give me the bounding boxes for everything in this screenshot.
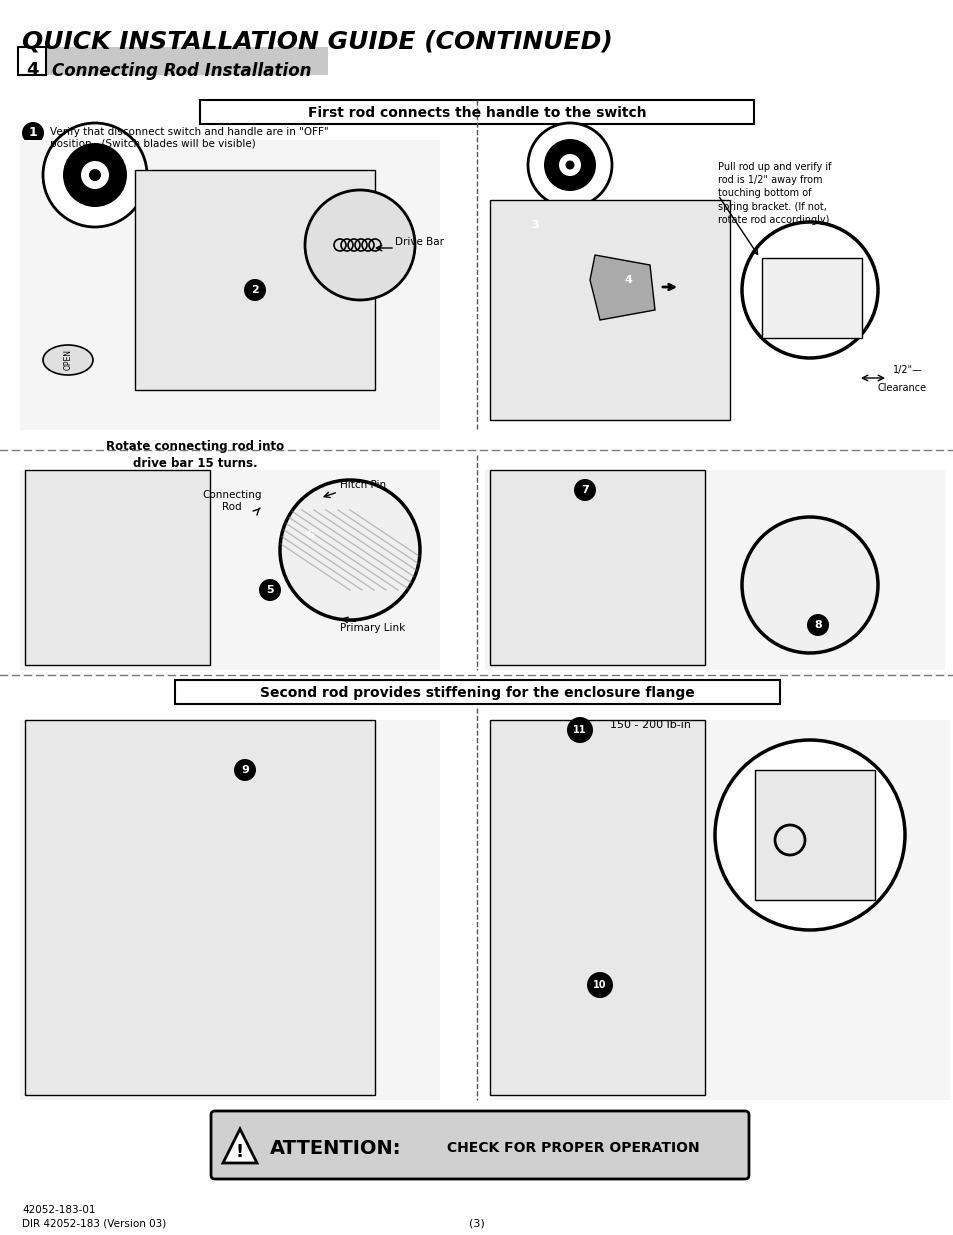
Circle shape xyxy=(714,740,904,930)
Bar xyxy=(18,47,46,75)
Text: !: ! xyxy=(235,1144,244,1161)
Circle shape xyxy=(22,122,44,144)
Text: 1/2"—: 1/2"— xyxy=(892,366,922,375)
Bar xyxy=(20,720,439,1100)
Circle shape xyxy=(586,972,613,998)
Circle shape xyxy=(741,222,877,358)
Text: (3): (3) xyxy=(469,1218,484,1228)
Circle shape xyxy=(565,161,574,169)
Text: 9: 9 xyxy=(241,764,249,776)
Ellipse shape xyxy=(43,345,92,375)
Bar xyxy=(490,200,729,420)
Circle shape xyxy=(258,579,281,601)
Text: 4: 4 xyxy=(623,275,631,285)
Text: 3: 3 xyxy=(531,220,538,230)
Bar xyxy=(490,720,949,1100)
Circle shape xyxy=(298,524,320,546)
Text: Connecting
Rod: Connecting Rod xyxy=(202,490,261,513)
Bar xyxy=(135,170,375,390)
Bar xyxy=(761,258,862,338)
Bar xyxy=(490,720,704,1095)
Bar xyxy=(20,140,439,430)
Text: Drive Bar: Drive Bar xyxy=(395,237,443,247)
Circle shape xyxy=(566,718,593,743)
Circle shape xyxy=(574,479,596,501)
Bar xyxy=(754,769,874,900)
Circle shape xyxy=(558,154,580,177)
Bar xyxy=(25,720,375,1095)
Bar xyxy=(174,680,780,704)
Circle shape xyxy=(63,143,127,207)
Polygon shape xyxy=(223,1129,256,1163)
Polygon shape xyxy=(589,254,655,320)
Text: Second rod provides stiffening for the enclosure flange: Second rod provides stiffening for the e… xyxy=(260,685,694,700)
Text: OPEN: OPEN xyxy=(64,350,72,370)
Text: Connecting Rod Installation: Connecting Rod Installation xyxy=(52,62,312,80)
Text: Primary Link: Primary Link xyxy=(339,622,405,634)
Circle shape xyxy=(305,190,415,300)
Text: ATTENTION:: ATTENTION: xyxy=(270,1139,401,1157)
Text: Hitch Pin: Hitch Pin xyxy=(339,480,386,490)
Bar xyxy=(20,471,439,671)
Bar xyxy=(490,471,704,664)
Text: 2: 2 xyxy=(251,285,258,295)
Text: 1: 1 xyxy=(29,126,37,140)
Circle shape xyxy=(523,214,545,236)
Circle shape xyxy=(617,269,639,291)
Circle shape xyxy=(806,614,828,636)
Text: 8: 8 xyxy=(813,620,821,630)
Text: Pull rod up and verify if
rod is 1/2" away from
touching bottom of
spring bracke: Pull rod up and verify if rod is 1/2" aw… xyxy=(718,162,831,225)
Text: 11: 11 xyxy=(573,725,586,735)
Circle shape xyxy=(81,161,109,189)
Text: 4: 4 xyxy=(26,61,38,79)
Text: 6: 6 xyxy=(306,530,314,540)
Circle shape xyxy=(244,279,266,301)
Text: Rotate connecting rod into
drive bar 15 turns.: Rotate connecting rod into drive bar 15 … xyxy=(106,440,284,471)
Bar xyxy=(25,471,210,664)
Circle shape xyxy=(741,517,877,653)
Text: First rod connects the handle to the switch: First rod connects the handle to the swi… xyxy=(308,106,645,120)
Text: Verify that disconnect switch and handle are in "OFF"
position.  (Switch blades : Verify that disconnect switch and handle… xyxy=(50,127,328,148)
FancyBboxPatch shape xyxy=(18,47,328,75)
Text: 42052-183-01: 42052-183-01 xyxy=(22,1205,95,1215)
Text: QUICK INSTALLATION GUIDE (CONTINUED): QUICK INSTALLATION GUIDE (CONTINUED) xyxy=(22,30,612,54)
Bar xyxy=(484,471,944,671)
Circle shape xyxy=(43,124,147,227)
Text: CHECK FOR PROPER OPERATION: CHECK FOR PROPER OPERATION xyxy=(441,1141,699,1155)
Text: 5: 5 xyxy=(266,585,274,595)
Text: 150 - 200 lb-in: 150 - 200 lb-in xyxy=(609,720,690,730)
Text: 7: 7 xyxy=(580,485,588,495)
Text: DIR 42052-183 (Version 03): DIR 42052-183 (Version 03) xyxy=(22,1218,166,1228)
Text: 10: 10 xyxy=(593,981,606,990)
Circle shape xyxy=(233,760,255,781)
Circle shape xyxy=(89,169,101,182)
FancyBboxPatch shape xyxy=(211,1112,748,1179)
Bar xyxy=(200,100,753,124)
Circle shape xyxy=(527,124,612,207)
Circle shape xyxy=(543,140,596,191)
Text: Clearance: Clearance xyxy=(877,383,926,393)
Circle shape xyxy=(280,480,419,620)
